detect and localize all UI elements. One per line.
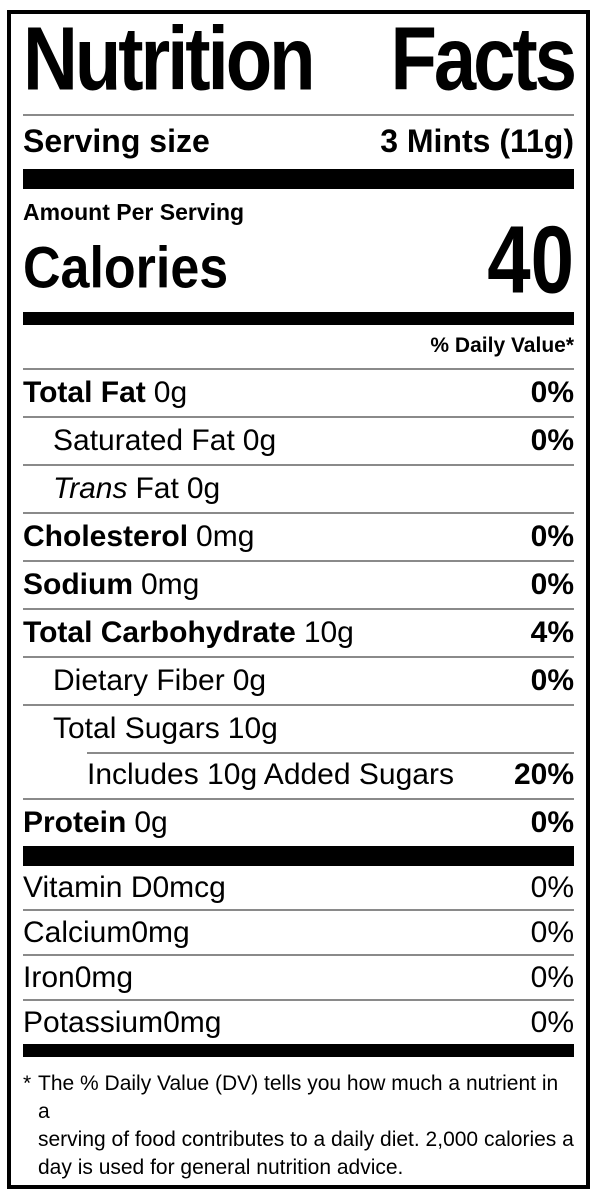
nutrient-name-amount: Total Carbohydrate 10g bbox=[23, 616, 354, 649]
calories-row: Calories 40 bbox=[23, 212, 574, 307]
nutrient-rows: Total Fat 0g 0% Saturated Fat 0g 0% Trans F… bbox=[23, 368, 574, 846]
nutrient-percent: 0% bbox=[530, 376, 574, 409]
thick-bar-vitamins bbox=[23, 846, 574, 866]
calories-label: Calories bbox=[23, 236, 229, 302]
nutrient-name-amount: Saturated Fat 0g bbox=[53, 424, 277, 457]
row-cholesterol: Cholesterol 0mg 0% bbox=[23, 512, 574, 560]
vitamin-percent: 0% bbox=[530, 916, 574, 949]
daily-value-header: % Daily Value* bbox=[430, 334, 574, 357]
row-total-carbohydrate: Total Carbohydrate 10g 4% bbox=[23, 608, 574, 656]
row-iron: Iron0mg 0% bbox=[23, 954, 574, 999]
nutrient-percent: 4% bbox=[530, 616, 574, 649]
calories-value: 40 bbox=[487, 206, 574, 314]
row-total-sugars: Total Sugars 10g bbox=[23, 704, 574, 752]
nutrient-name-amount: Trans Fat 0g bbox=[53, 472, 221, 505]
row-protein: Protein 0g 0% bbox=[23, 798, 574, 846]
row-trans-fat: Trans Fat 0g bbox=[23, 464, 574, 512]
vitamin-percent: 0% bbox=[530, 961, 574, 994]
vitamin-rows: Vitamin D0mcg 0% Calcium0mg 0% Iron0mg 0… bbox=[23, 866, 574, 1044]
nutrient-name-amount: Total Fat 0g bbox=[23, 376, 188, 409]
vitamin-percent: 0% bbox=[530, 871, 574, 904]
vitamin-percent: 0% bbox=[530, 1006, 574, 1039]
medium-bar-footnote bbox=[23, 1044, 574, 1057]
nutrient-percent: 0% bbox=[530, 520, 574, 553]
footnote: * The % Daily Value (DV) tells you how m… bbox=[23, 1057, 574, 1182]
title-divider bbox=[23, 114, 574, 116]
label-title: Nutrition Facts bbox=[23, 9, 577, 110]
vitamin-name-amount: Potassium0mg bbox=[23, 1006, 222, 1039]
row-saturated-fat: Saturated Fat 0g 0% bbox=[23, 416, 574, 464]
row-calcium: Calcium0mg 0% bbox=[23, 909, 574, 954]
vitamin-name-amount: Vitamin D0mcg bbox=[23, 871, 226, 904]
serving-size-label: Serving size bbox=[23, 123, 210, 159]
serving-size-value: 3 Mints (11g) bbox=[380, 123, 574, 159]
row-potassium: Potassium0mg 0% bbox=[23, 999, 574, 1044]
nutrient-name-amount: Sodium 0mg bbox=[23, 568, 200, 601]
nutrient-percent: 0% bbox=[530, 806, 574, 839]
serving-size-row: Serving size 3 Mints (11g) bbox=[23, 116, 574, 169]
amount-per-serving-label: Amount Per Serving bbox=[23, 199, 245, 225]
nutrient-percent: 0% bbox=[530, 424, 574, 457]
nutrient-name-amount: Dietary Fiber 0g bbox=[53, 664, 267, 697]
footnote-asterisk: * bbox=[23, 1072, 32, 1095]
title-word-nutrition: Nutrition bbox=[23, 9, 316, 110]
vitamin-name-amount: Iron0mg bbox=[23, 961, 134, 994]
nutrient-percent: 0% bbox=[530, 664, 574, 697]
nutrient-name-amount: Total Sugars 10g bbox=[53, 712, 278, 745]
nutrient-name-amount: Includes 10g Added Sugars bbox=[87, 758, 454, 791]
footnote-text: The % Daily Value (DV) tells you how muc… bbox=[38, 1072, 574, 1179]
nutrient-name-amount: Cholesterol 0mg bbox=[23, 520, 255, 553]
row-sodium: Sodium 0mg 0% bbox=[23, 560, 574, 608]
row-dietary-fiber: Dietary Fiber 0g 0% bbox=[23, 656, 574, 704]
nutrition-facts-label: Nutrition Facts Serving size 3 Mints (11… bbox=[7, 10, 590, 1189]
row-added-sugars: Includes 10g Added Sugars 20% bbox=[23, 752, 574, 798]
row-total-fat: Total Fat 0g 0% bbox=[23, 368, 574, 416]
nutrient-percent: 0% bbox=[530, 568, 574, 601]
medium-bar-calories bbox=[23, 312, 574, 325]
nutrient-name-amount: Protein 0g bbox=[23, 806, 168, 839]
title-word-facts: Facts bbox=[390, 9, 577, 110]
vitamin-name-amount: Calcium0mg bbox=[23, 916, 190, 949]
row-vitamin-d: Vitamin D0mcg 0% bbox=[23, 866, 574, 909]
thick-bar-top bbox=[23, 169, 574, 189]
nutrient-percent: 20% bbox=[513, 758, 574, 791]
